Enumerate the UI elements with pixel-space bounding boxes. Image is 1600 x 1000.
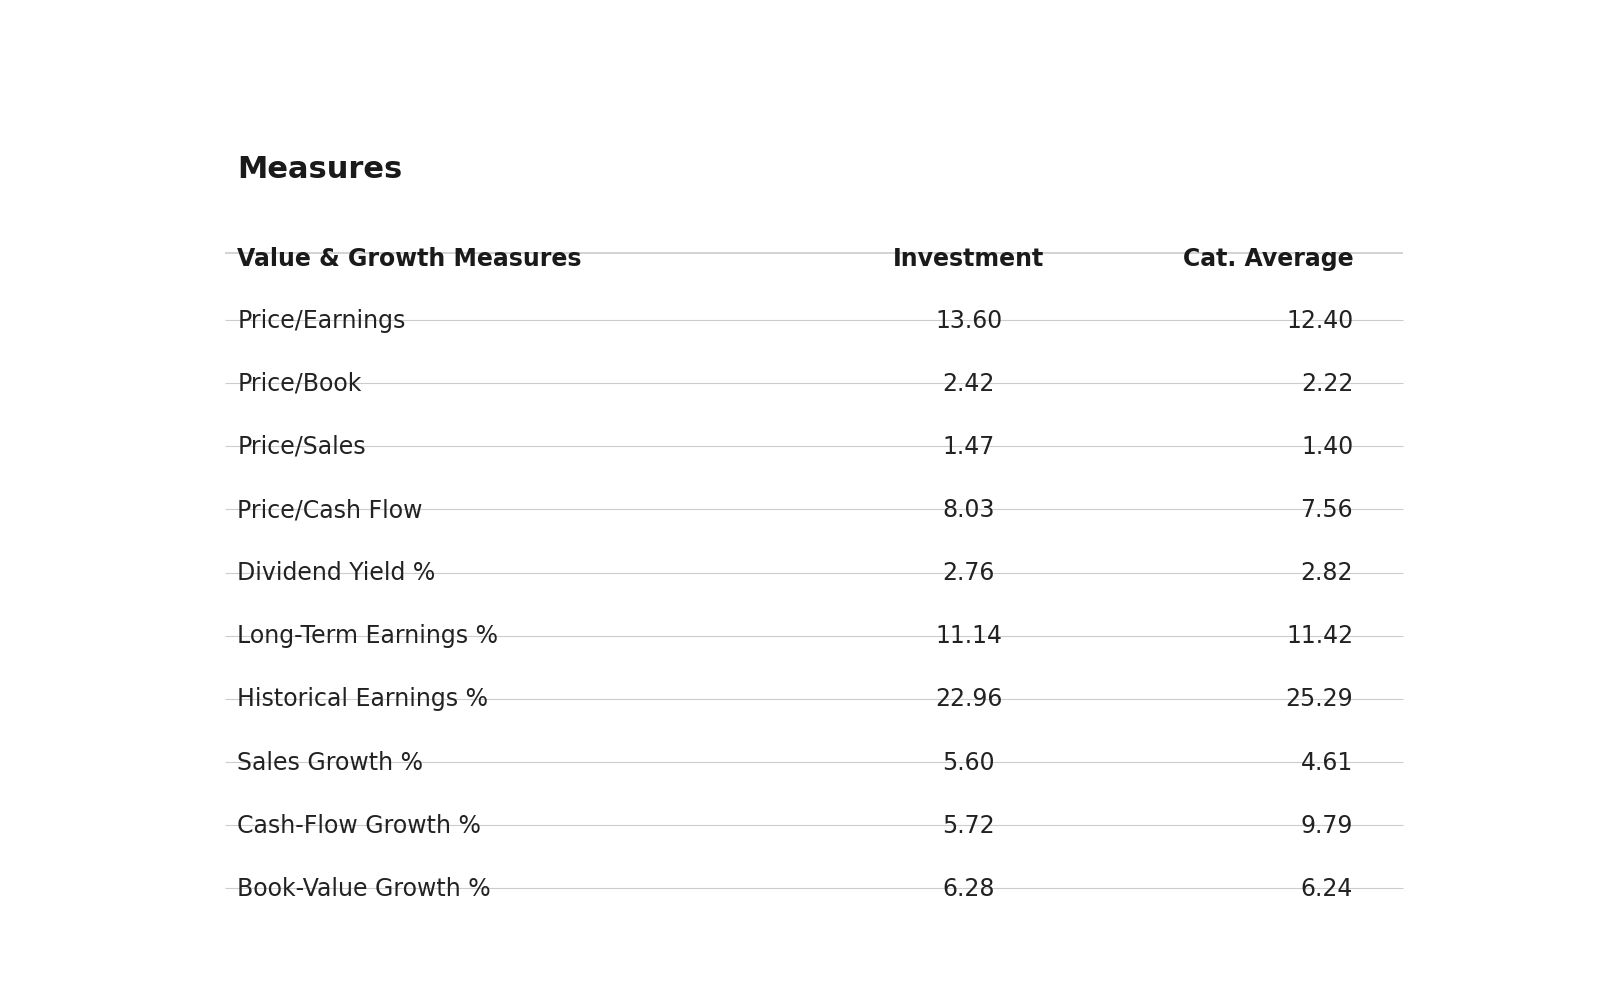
Text: 4.61: 4.61: [1301, 751, 1354, 775]
Text: Investment: Investment: [893, 247, 1045, 271]
Text: 2.22: 2.22: [1301, 372, 1354, 396]
Text: Price/Book: Price/Book: [237, 372, 362, 396]
Text: 9.79: 9.79: [1301, 814, 1354, 838]
Text: 1.40: 1.40: [1301, 435, 1354, 459]
Text: Cat. Average: Cat. Average: [1182, 247, 1354, 271]
Text: 2.82: 2.82: [1301, 561, 1354, 585]
Text: 5.72: 5.72: [942, 814, 995, 838]
Text: 22.96: 22.96: [934, 687, 1003, 711]
Text: 1.47: 1.47: [942, 435, 995, 459]
Text: Historical Earnings %: Historical Earnings %: [237, 687, 488, 711]
Text: 11.42: 11.42: [1286, 624, 1354, 648]
Text: Cash-Flow Growth %: Cash-Flow Growth %: [237, 814, 482, 838]
Text: Price/Sales: Price/Sales: [237, 435, 366, 459]
Text: Long-Term Earnings %: Long-Term Earnings %: [237, 624, 498, 648]
Text: 25.29: 25.29: [1285, 687, 1354, 711]
Text: Book-Value Growth %: Book-Value Growth %: [237, 877, 491, 901]
Text: 12.40: 12.40: [1286, 309, 1354, 333]
Text: 5.60: 5.60: [942, 751, 995, 775]
Text: Price/Earnings: Price/Earnings: [237, 309, 405, 333]
Text: 13.60: 13.60: [934, 309, 1003, 333]
Text: 6.28: 6.28: [942, 877, 995, 901]
Text: 2.42: 2.42: [942, 372, 995, 396]
Text: Measures: Measures: [237, 155, 403, 184]
Text: Sales Growth %: Sales Growth %: [237, 751, 422, 775]
Text: 8.03: 8.03: [942, 498, 995, 522]
Text: Dividend Yield %: Dividend Yield %: [237, 561, 435, 585]
Text: 6.24: 6.24: [1301, 877, 1354, 901]
Text: 7.56: 7.56: [1301, 498, 1354, 522]
Text: 2.76: 2.76: [942, 561, 995, 585]
Text: Value & Growth Measures: Value & Growth Measures: [237, 247, 582, 271]
Text: 11.14: 11.14: [936, 624, 1002, 648]
Text: Price/Cash Flow: Price/Cash Flow: [237, 498, 422, 522]
